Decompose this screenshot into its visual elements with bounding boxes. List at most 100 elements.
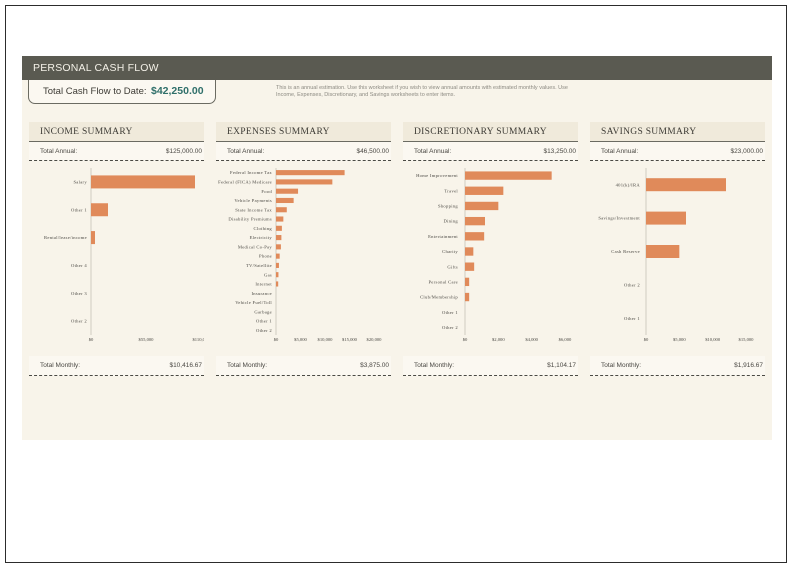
tick-label-3: $15,000 <box>739 337 755 343</box>
instruction-note: This is an annual estimation. Use this w… <box>276 85 568 98</box>
category-label-dining: Dining <box>443 219 458 224</box>
category-label-other-4: Other 4 <box>71 263 87 268</box>
expenses-summary-card: EXPENSES SUMMARY Total Annual: $46,500.0… <box>216 122 391 377</box>
category-label-federal-fica-medicare: Federal (FICA) Medicare <box>218 180 272 185</box>
category-label-medical-co-pay: Medical Co-Pay <box>238 244 273 249</box>
category-label-other-1: Other 1 <box>624 316 640 321</box>
expenses-summary-title: EXPENSES SUMMARY <box>227 127 330 137</box>
bar-electricity <box>276 235 282 241</box>
category-label-savings-investment: Savings/Investment <box>598 216 640 221</box>
category-label-shopping: Shopping <box>438 204 458 209</box>
savings-total-monthly-label: Total Monthly: <box>601 362 642 369</box>
discretionary-total-annual-value[interactable]: $13,250.00 <box>543 148 576 155</box>
tick-label-1: $55,000 <box>139 337 155 343</box>
bar-club-membership <box>465 292 470 302</box>
bar-food <box>276 188 299 194</box>
category-label-electricity: Electricity <box>250 235 273 240</box>
category-label-state-income-tax: State Income Tax <box>235 207 272 212</box>
category-label-home-improvement: Home Improvement <box>416 173 458 178</box>
tick-label-1: $2,000 <box>492 337 505 343</box>
category-label-other-1: Other 1 <box>442 310 458 315</box>
income-summary-header: INCOME SUMMARY <box>29 122 204 142</box>
category-label-other-1: Other 1 <box>256 319 272 324</box>
total-cash-flow-box: Total Cash Flow to Date: $42,250.00 <box>28 80 216 104</box>
category-label-gas: Gas <box>264 272 272 277</box>
bar-disability-premiums <box>276 216 284 222</box>
bar-other-1 <box>91 203 108 217</box>
discretionary-total-monthly-label: Total Monthly: <box>414 362 455 369</box>
bar-medical-co-pay <box>276 244 281 250</box>
savings-total-annual-value[interactable]: $23,000.00 <box>730 148 763 155</box>
page-title: PERSONAL CASH FLOW <box>33 62 159 74</box>
discretionary-total-monthly-row: Total Monthly: $1,104.17 <box>403 356 578 376</box>
bar-salary <box>91 175 195 189</box>
bar-vehicle-payments <box>276 197 294 204</box>
category-label-other-2: Other 2 <box>71 319 87 324</box>
category-label-travel: Travel <box>444 188 458 193</box>
chart-svg: Salary Other 1 Rental/lease/income Other 4 O… <box>44 168 204 343</box>
income-total-annual-value[interactable]: $125,000.00 <box>165 148 202 155</box>
bar-shopping <box>465 201 499 211</box>
category-label-disability-premiums: Disability Premiums <box>228 217 272 222</box>
category-label-other-2: Other 2 <box>624 283 640 288</box>
category-label-salary: Salary <box>73 180 87 185</box>
header-banner: PERSONAL CASH FLOW <box>22 56 772 80</box>
bar-state-income-tax <box>276 207 287 213</box>
savings-summary-header: SAVINGS SUMMARY <box>590 122 765 142</box>
tick-label-2: $4,000 <box>525 337 538 343</box>
bar-entertainment <box>465 232 485 241</box>
category-label-internet: Internet <box>255 282 272 287</box>
income-summary-title: INCOME SUMMARY <box>40 127 133 137</box>
expenses-total-monthly-value[interactable]: $3,875.00 <box>360 362 389 369</box>
bar-gas <box>276 272 279 278</box>
bar-federal-fica-medicare <box>276 179 333 185</box>
tick-label-1: $5,000 <box>673 337 686 343</box>
category-label-cash-reserve: Cash Reserve <box>611 249 640 254</box>
category-label-tv-satellite: TV/Satellite <box>246 263 272 268</box>
tick-label-1: $5,000 <box>294 337 307 343</box>
category-label-vehicle-payments: Vehicle Payments <box>234 198 272 203</box>
bar-401-k-ira <box>646 178 726 192</box>
savings-total-monthly-row: Total Monthly: $1,916.67 <box>590 356 765 376</box>
bar-personal-care <box>465 277 470 287</box>
category-label-club-membership: Club/Membership <box>420 295 458 300</box>
expenses-total-annual-value[interactable]: $46,500.00 <box>356 148 389 155</box>
expenses-total-monthly-row: Total Monthly: $3,875.00 <box>216 356 391 376</box>
tick-label-2: $10,000 <box>705 337 721 343</box>
category-label-phone: Phone <box>259 254 272 259</box>
discretionary-total-annual-label: Total Annual: <box>414 148 452 155</box>
bar-travel <box>465 186 504 195</box>
category-label-other-1: Other 1 <box>71 207 87 212</box>
bar-home-improvement <box>465 171 552 180</box>
discretionary-chart: Home Improvement Travel Shopping Dining Ente… <box>403 163 578 353</box>
income-total-annual-label: Total Annual: <box>40 148 78 155</box>
tick-label-2: $10,000 <box>318 337 334 343</box>
bar-gifts <box>465 262 475 271</box>
expenses-total-monthly-label: Total Monthly: <box>227 362 268 369</box>
bar-tv-satellite <box>276 262 279 268</box>
expenses-chart: Federal Income Tax Federal (FICA) Medicar… <box>216 163 391 353</box>
discretionary-summary-header: DISCRETIONARY SUMMARY <box>403 122 578 142</box>
total-cash-flow-value[interactable]: $42,250.00 <box>151 85 204 97</box>
savings-total-monthly-value[interactable]: $1,916.67 <box>734 362 763 369</box>
category-label-food: Food <box>261 189 272 194</box>
category-label-rental-lease-income: Rental/lease/income <box>44 235 87 240</box>
income-total-annual-row: Total Annual: $125,000.00 <box>29 142 204 161</box>
discretionary-total-monthly-value[interactable]: $1,104.17 <box>547 362 576 369</box>
income-total-monthly-value[interactable]: $10,416.67 <box>169 362 202 369</box>
total-cash-flow-label: Total Cash Flow to Date: <box>43 86 147 97</box>
category-label-other-2: Other 2 <box>442 325 458 330</box>
income-chart: Salary Other 1 Rental/lease/income Other 4 O… <box>29 163 204 353</box>
category-label-clothing: Clothing <box>254 226 273 231</box>
category-label-other-2: Other 2 <box>256 328 272 333</box>
tick-label-0: $0 <box>89 337 94 342</box>
bar-rental-lease-income <box>91 231 95 245</box>
bar-federal-income-tax <box>276 170 345 176</box>
income-total-monthly-row: Total Monthly: $10,416.67 <box>29 356 204 376</box>
bar-cash-reserve <box>646 245 680 258</box>
tick-label-0: $0 <box>644 337 649 342</box>
income-summary-card: INCOME SUMMARY Total Annual: $125,000.00… <box>29 122 204 377</box>
bar-phone <box>276 253 280 259</box>
savings-chart: 401(k)/IRA Savings/Investment Cash Reserve… <box>590 163 765 353</box>
category-label-other-3: Other 3 <box>71 291 87 296</box>
